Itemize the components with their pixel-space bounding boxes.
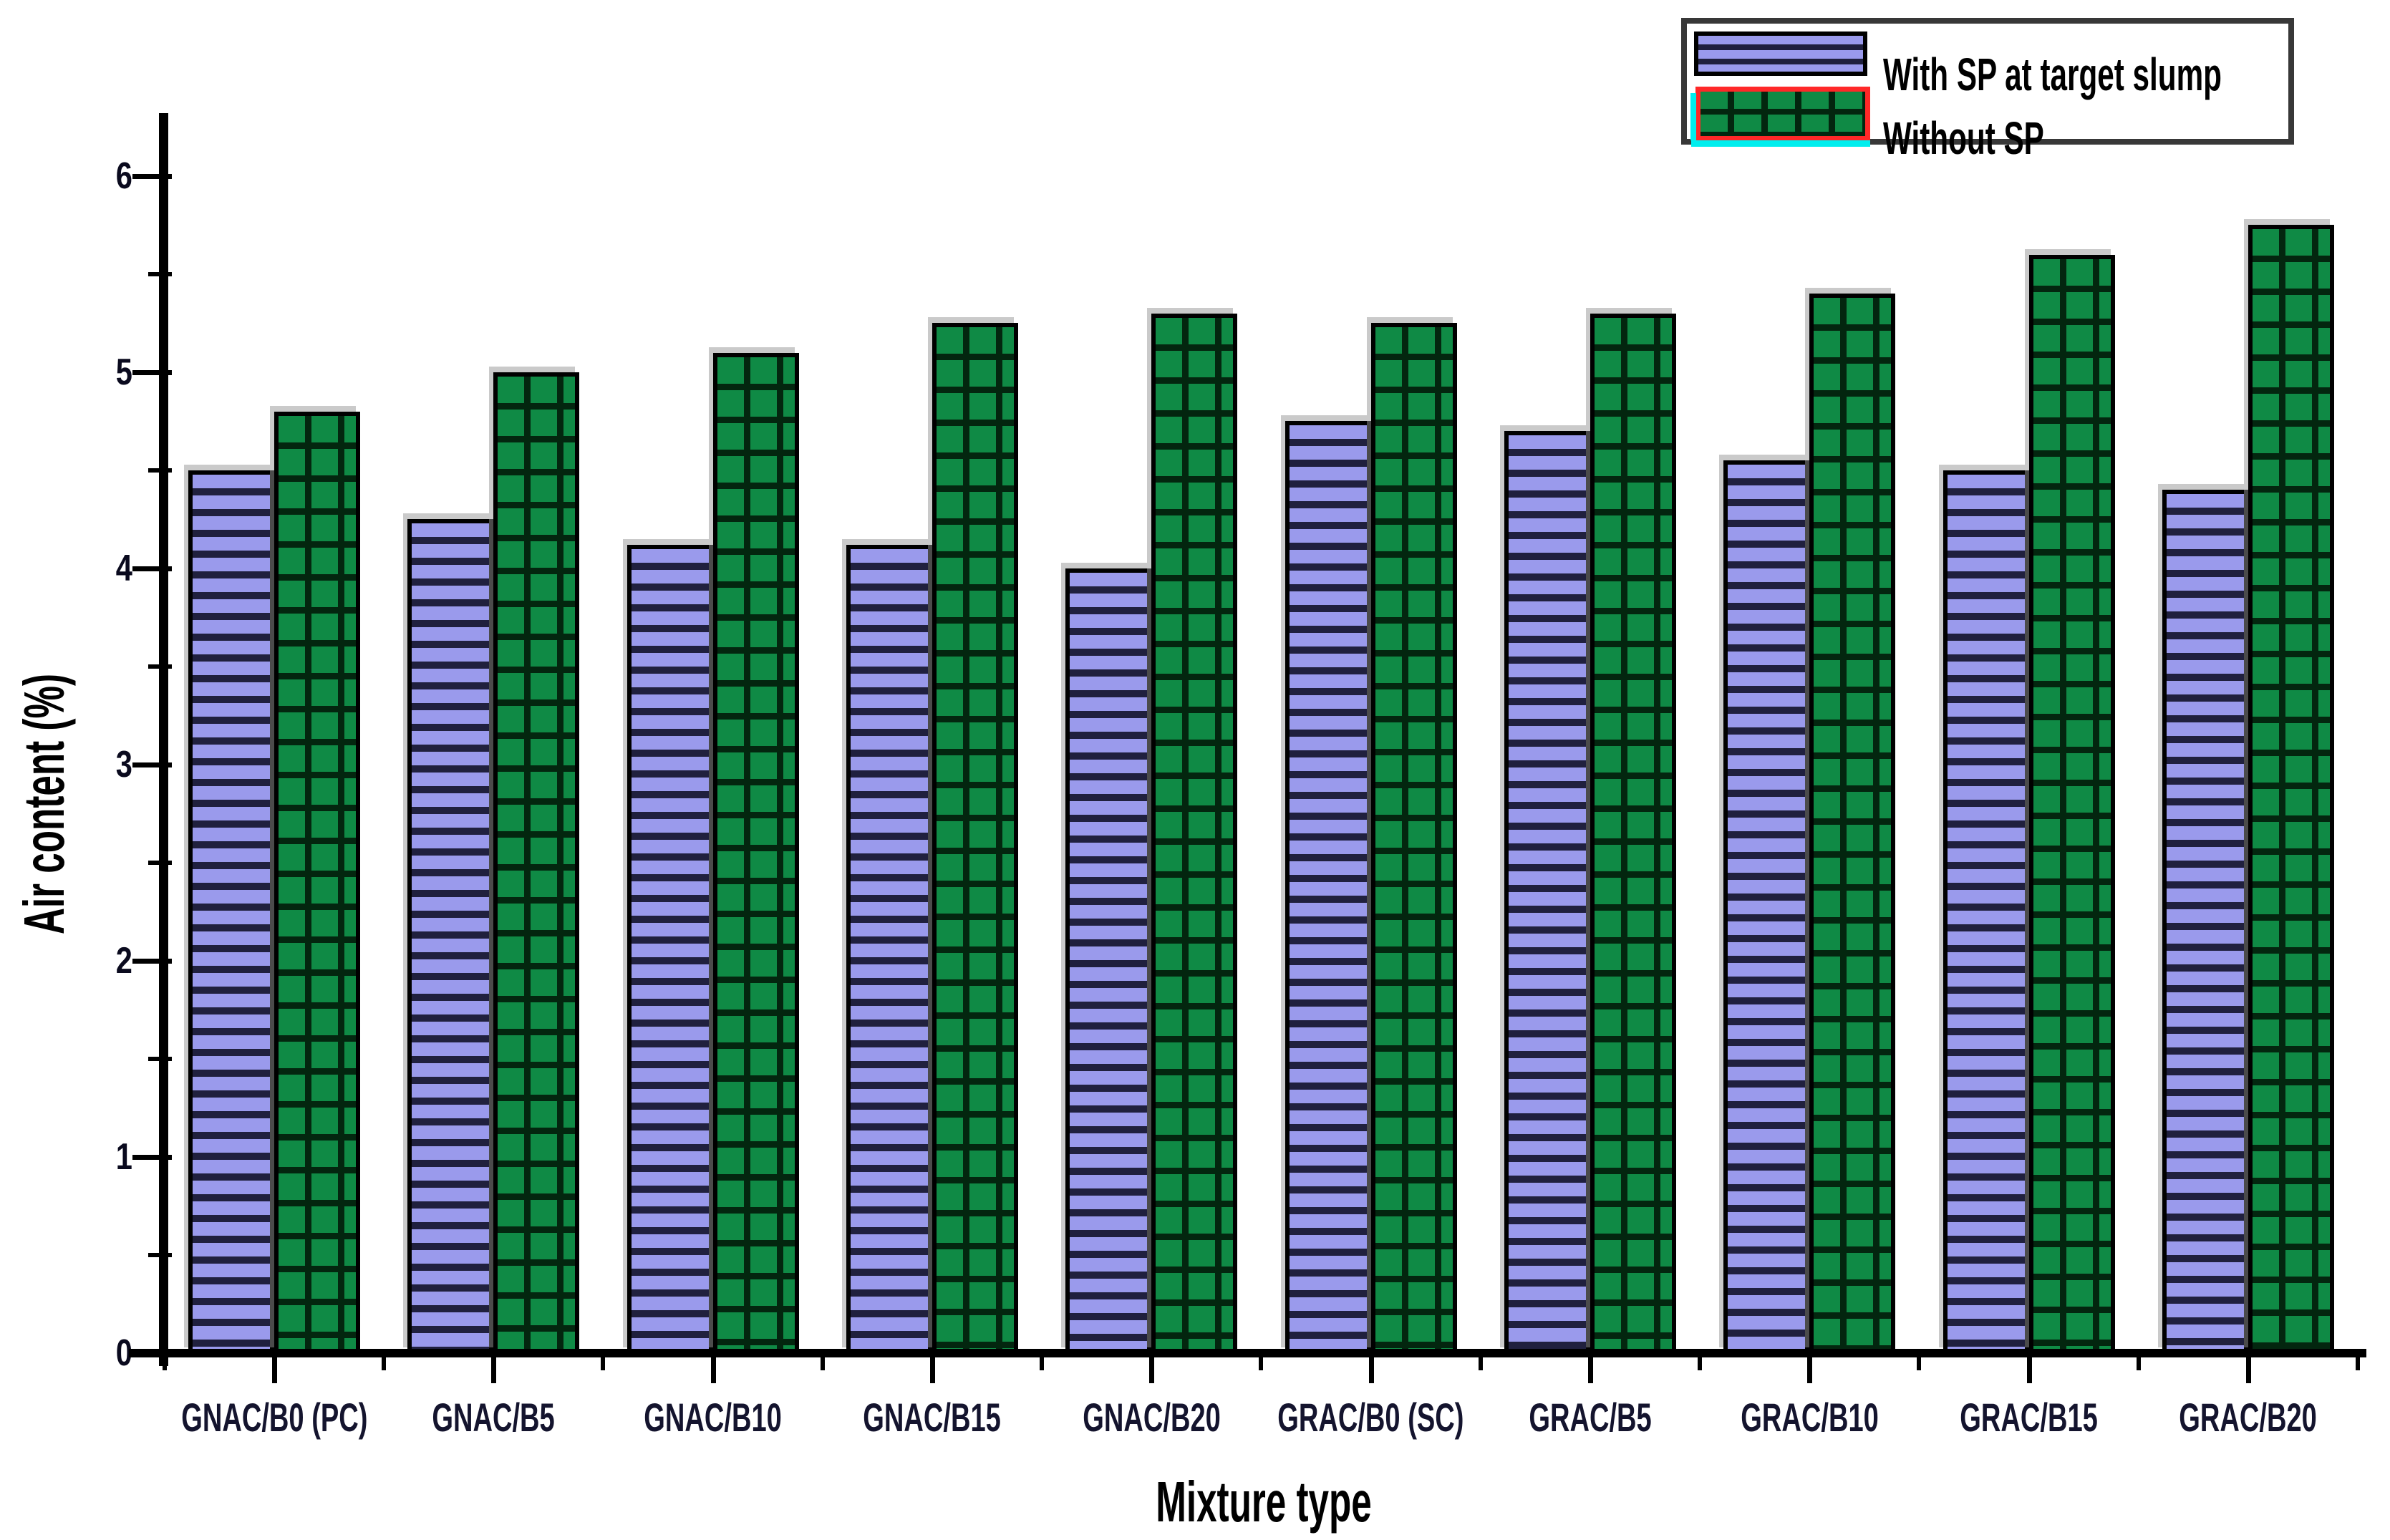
y-tick-major (132, 174, 172, 179)
x-tick-minor (382, 1353, 387, 1370)
y-tick-minor (148, 861, 172, 865)
x-tick-label: GNAC/B10 (644, 1395, 782, 1440)
x-tick-label: GRAC/B0 (SC) (1277, 1395, 1464, 1440)
x-tick-label: GNAC/B0 (PC) (180, 1395, 368, 1440)
bar-with-sp (407, 519, 494, 1353)
x-tick-major (2026, 1353, 2032, 1383)
bar-with-sp (188, 470, 274, 1353)
x-tick-major (1149, 1353, 1155, 1383)
x-tick-minor (1259, 1353, 1264, 1370)
x-tick-minor (1917, 1353, 1922, 1370)
y-tick-major (132, 762, 172, 767)
y-tick-label: 1 (115, 1136, 132, 1178)
x-tick-label: GRAC/B5 (1529, 1395, 1652, 1440)
y-tick-label: 6 (115, 155, 132, 197)
x-tick-minor (1698, 1353, 1703, 1370)
legend-swatch-without-sp (1690, 87, 1870, 147)
y-tick-major (132, 1351, 172, 1356)
y-tick-major (132, 1155, 172, 1160)
x-tick-major (491, 1353, 497, 1383)
bar-with-sp (1723, 460, 1810, 1353)
bar-without-sp (493, 372, 580, 1353)
x-tick-major (929, 1353, 935, 1383)
bar-without-sp (712, 353, 799, 1353)
legend: With SP at target slump Without SP (1681, 18, 2294, 164)
x-tick-major (1807, 1353, 1813, 1383)
y-tick-major (132, 959, 172, 964)
x-tick-minor (2356, 1353, 2361, 1370)
x-tick-label: GNAC/B20 (1083, 1395, 1221, 1440)
y-tick-minor (148, 664, 172, 669)
x-tick-minor (2136, 1353, 2141, 1370)
bar-without-sp (1370, 323, 1457, 1353)
y-tick-label: 3 (115, 744, 132, 785)
bar-without-sp (1151, 314, 1238, 1353)
bar-without-sp (274, 412, 360, 1353)
x-tick-minor (1040, 1353, 1045, 1370)
bar-without-sp (932, 323, 1018, 1353)
x-tick-label: GRAC/B20 (2179, 1395, 2318, 1440)
y-tick-label: 5 (115, 352, 132, 393)
bar-with-sp (626, 545, 713, 1353)
y-tick-major (132, 566, 172, 571)
y-tick-minor (148, 1253, 172, 1257)
x-axis-line (129, 1349, 2366, 1357)
x-tick-label: GRAC/B15 (1960, 1395, 2098, 1440)
x-tick-major (1587, 1353, 1593, 1383)
x-tick-label: GNAC/B15 (863, 1395, 1002, 1440)
x-tick-major (272, 1353, 277, 1383)
bar-with-sp (1504, 431, 1590, 1353)
bar-with-sp (1284, 421, 1371, 1353)
x-tick-minor (1478, 1353, 1483, 1370)
y-tick-minor (148, 272, 172, 276)
bar-without-sp (2028, 255, 2115, 1353)
y-tick-minor (148, 468, 172, 473)
x-tick-major (710, 1353, 716, 1383)
bar-with-sp (2162, 490, 2248, 1353)
y-axis-line (159, 113, 168, 1366)
y-tick-label: 2 (115, 940, 132, 982)
x-tick-minor (601, 1353, 606, 1370)
bar-with-sp (1065, 568, 1152, 1353)
bar-without-sp (1590, 314, 1676, 1353)
legend-label-with-sp: With SP at target slump (1883, 49, 2222, 100)
x-tick-label: GNAC/B5 (432, 1395, 556, 1440)
x-tick-label: GRAC/B10 (1741, 1395, 1879, 1440)
x-tick-major (2245, 1353, 2251, 1383)
bar-with-sp (846, 545, 932, 1353)
y-tick-label: 0 (115, 1332, 132, 1374)
y-tick-major (132, 370, 172, 375)
legend-swatch-with-sp (1694, 32, 1867, 76)
x-tick-minor (820, 1353, 825, 1370)
bar-with-sp (1943, 470, 2029, 1353)
legend-label-without-sp: Without SP (1883, 112, 2044, 164)
y-tick-minor (148, 1057, 172, 1061)
x-tick-minor (162, 1353, 167, 1370)
x-tick-major (1368, 1353, 1374, 1383)
bar-without-sp (1809, 294, 1896, 1353)
y-tick-label: 4 (115, 548, 132, 589)
bar-without-sp (2248, 225, 2334, 1353)
